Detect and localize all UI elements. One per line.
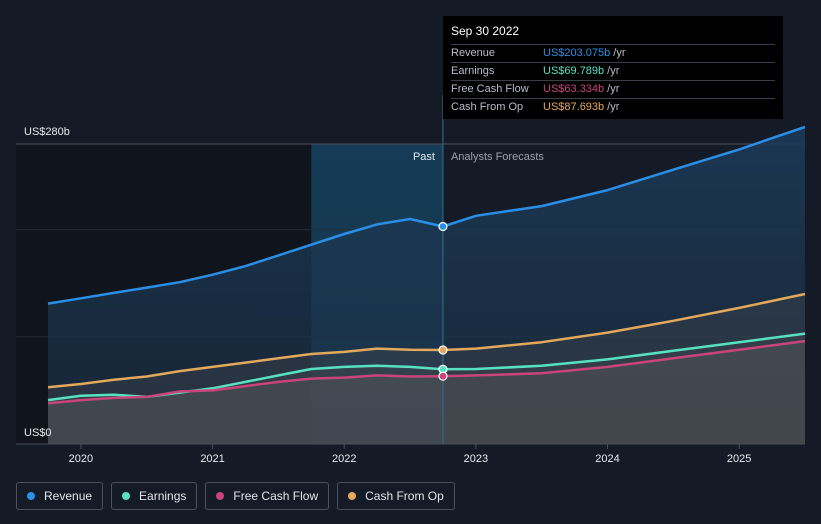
tooltip-row-unit: /yr xyxy=(607,101,620,113)
tooltip-date: Sep 30 2022 xyxy=(451,24,520,38)
legend-dot-icon xyxy=(27,492,35,500)
chart: US$280b US$0 2020 2021 2022 2023 2024 2025 Past… xyxy=(16,95,806,465)
legend-dot-icon xyxy=(122,492,131,500)
x-tick-label: 2025 xyxy=(727,453,751,465)
tooltip-row-value: US$63.334b xyxy=(543,83,605,95)
forecast-label: Analysts Forecasts xyxy=(451,151,544,163)
tooltip: Sep 30 2022 Revenue US$203.075b/yr Earning… xyxy=(443,16,783,119)
tooltip-row-value: US$87.693b xyxy=(543,101,605,113)
legend-dot-icon xyxy=(216,492,225,500)
tooltip-row: Cash From Op US$87.693b/yr xyxy=(451,98,775,116)
x-tick-label: 2023 xyxy=(464,453,488,465)
tooltip-row-label: Revenue xyxy=(451,47,496,59)
data-point-cash-from-op xyxy=(438,345,448,355)
data-point-free-cash-flow xyxy=(438,371,448,381)
tooltip-row-value: US$203.075b xyxy=(543,47,611,59)
legend-item-revenue[interactable]: Revenue xyxy=(16,482,104,510)
x-tick-label: 2024 xyxy=(595,453,619,465)
series-line-revenue xyxy=(47,125,806,305)
tooltip-row: Revenue US$203.075b/yr xyxy=(451,44,775,62)
legend-label: Free Cash Flow xyxy=(233,489,319,503)
legend-item-earnings[interactable]: Earnings xyxy=(111,482,198,510)
y-tick-label: US$0 xyxy=(24,427,52,439)
y-tick-label: US$280b xyxy=(24,126,70,138)
tooltip-row-unit: /yr xyxy=(607,65,620,77)
legend-item-cash-from-op[interactable]: Cash From Op xyxy=(337,482,455,510)
tooltip-row-label: Earnings xyxy=(451,65,495,77)
legend-label: Cash From Op xyxy=(365,489,444,503)
legend-label: Earnings xyxy=(139,489,187,503)
x-tick-label: 2021 xyxy=(200,453,224,465)
area-earnings xyxy=(48,333,805,444)
data-point-revenue xyxy=(438,221,448,232)
legend: Revenue Earnings Free Cash Flow Cash From O… xyxy=(16,482,455,510)
x-tick-label: 2020 xyxy=(69,453,93,465)
tooltip-row: Earnings US$69.789b/yr xyxy=(451,62,775,80)
tooltip-row: Free Cash Flow US$63.334b/yr xyxy=(451,80,775,98)
legend-dot-icon xyxy=(348,492,357,500)
series-line-free-cash-flow xyxy=(47,339,806,405)
x-tick-label: 2022 xyxy=(332,453,356,465)
tooltip-row-value: US$69.789b xyxy=(543,65,605,77)
past-label: Past xyxy=(413,151,435,163)
series-line-cash-from-op xyxy=(47,292,806,389)
tooltip-row-unit: /yr xyxy=(613,47,626,59)
tooltip-row-unit: /yr xyxy=(607,83,620,95)
legend-item-free-cash-flow[interactable]: Free Cash Flow xyxy=(205,482,330,510)
tooltip-row-label: Cash From Op xyxy=(451,101,524,113)
legend-label: Revenue xyxy=(44,489,93,503)
tooltip-row-label: Free Cash Flow xyxy=(451,83,529,95)
